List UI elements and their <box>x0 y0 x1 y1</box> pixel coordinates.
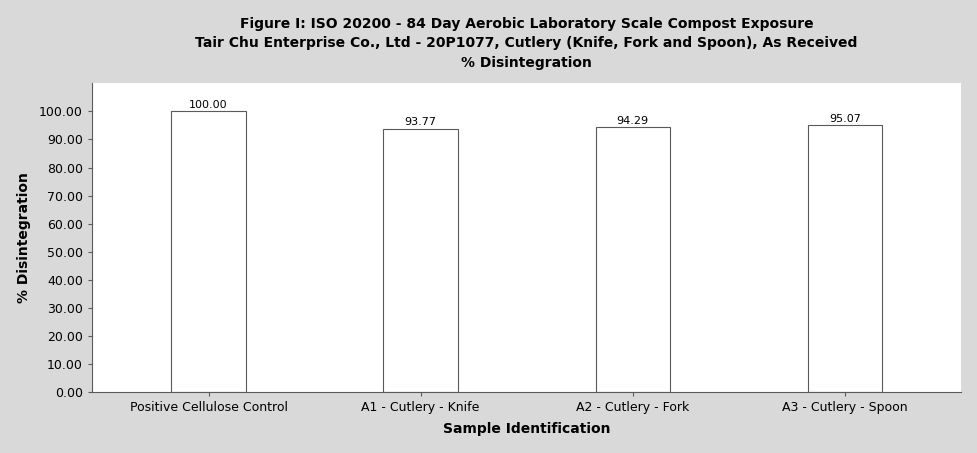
Text: 94.29: 94.29 <box>616 116 648 126</box>
Y-axis label: % Disintegration: % Disintegration <box>17 172 30 303</box>
Title: Figure I: ISO 20200 - 84 Day Aerobic Laboratory Scale Compost Exposure
Tair Chu : Figure I: ISO 20200 - 84 Day Aerobic Lab… <box>195 17 857 70</box>
X-axis label: Sample Identification: Sample Identification <box>443 422 610 436</box>
Bar <box>595 127 669 392</box>
Text: 93.77: 93.77 <box>404 117 436 127</box>
Text: 100.00: 100.00 <box>189 100 228 110</box>
Bar <box>383 129 457 392</box>
Bar <box>171 111 245 392</box>
Text: 95.07: 95.07 <box>828 114 860 124</box>
Bar <box>807 125 881 392</box>
